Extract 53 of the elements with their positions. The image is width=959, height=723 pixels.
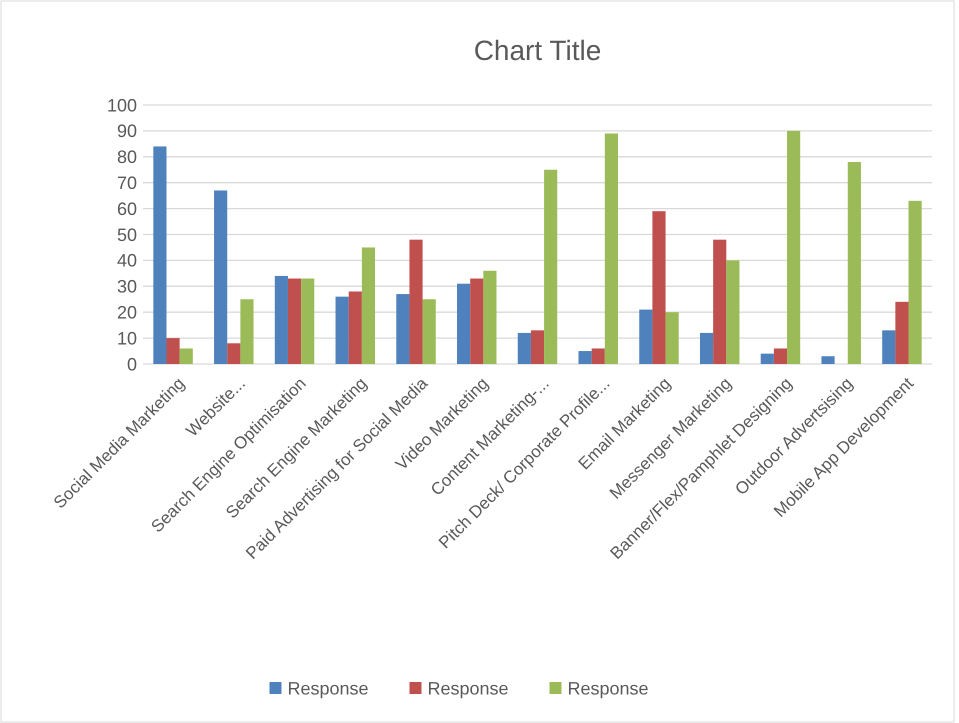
bar <box>336 296 349 364</box>
y-tick-label: 30 <box>116 276 137 297</box>
y-tick-label: 70 <box>116 173 137 193</box>
chart-title: Chart Title <box>474 35 602 66</box>
y-tick-label: 0 <box>126 354 137 374</box>
bar <box>470 278 484 364</box>
y-tick-label: 40 <box>116 250 137 271</box>
bar <box>396 294 410 364</box>
bar <box>409 240 423 364</box>
bar <box>166 338 180 364</box>
y-tick-label: 90 <box>116 121 137 142</box>
bar <box>713 240 726 364</box>
legend-label: Response <box>568 678 649 698</box>
bar <box>214 190 228 364</box>
bar <box>457 284 470 364</box>
bar <box>518 332 531 364</box>
bar <box>578 351 592 364</box>
bar <box>652 211 666 364</box>
bar <box>153 146 166 364</box>
bar <box>604 133 618 364</box>
legend-label: Response <box>428 678 509 698</box>
bar <box>422 299 436 364</box>
bar <box>908 200 922 364</box>
y-tick-label: 80 <box>116 147 137 168</box>
bar <box>274 276 288 364</box>
bar <box>666 312 679 364</box>
bar <box>483 270 496 364</box>
bar <box>848 162 861 364</box>
bar <box>544 170 558 364</box>
bar <box>530 330 544 364</box>
bar <box>301 278 314 364</box>
bar <box>895 302 909 364</box>
bar <box>787 130 800 364</box>
bar <box>821 356 835 364</box>
bar <box>639 310 652 364</box>
bar <box>592 348 605 364</box>
y-tick-label: 50 <box>116 224 137 245</box>
legend-label: Response <box>288 678 369 698</box>
bar <box>348 291 362 364</box>
y-tick-label: 100 <box>106 95 137 116</box>
bar <box>240 299 254 364</box>
bar <box>362 247 376 364</box>
y-tick-label: 20 <box>116 302 137 322</box>
bar <box>726 260 740 364</box>
bar <box>180 348 193 364</box>
bar <box>227 343 240 364</box>
bar <box>882 330 896 364</box>
y-tick-label: 10 <box>116 328 137 348</box>
bar <box>774 348 788 364</box>
bar <box>288 278 302 364</box>
bar <box>760 354 774 364</box>
y-tick-label: 60 <box>116 198 137 219</box>
bar <box>700 332 714 364</box>
